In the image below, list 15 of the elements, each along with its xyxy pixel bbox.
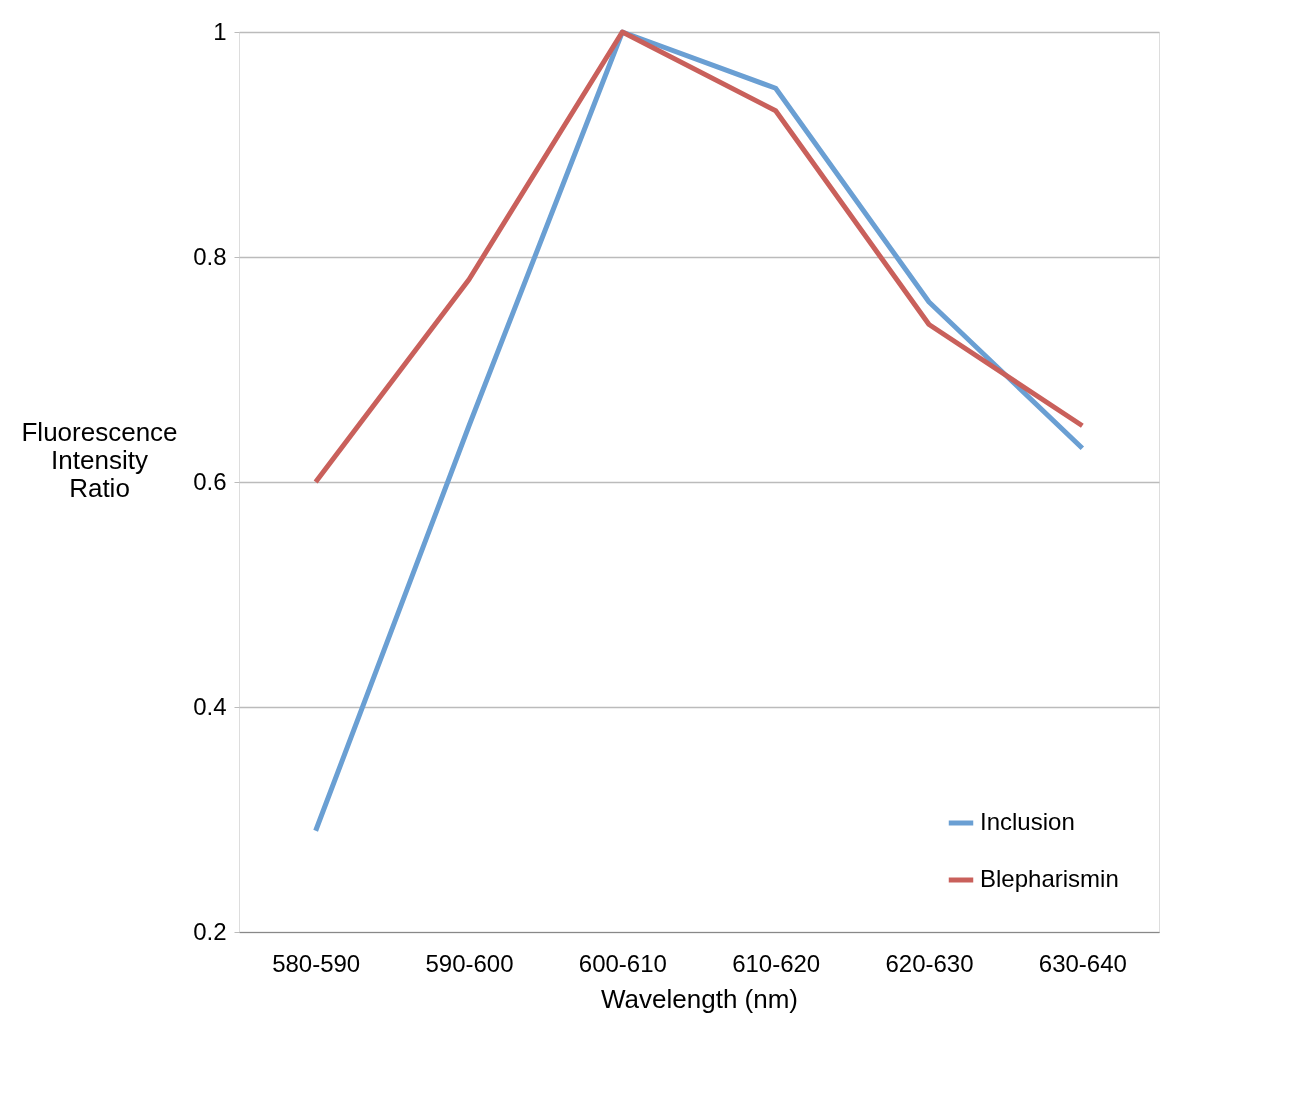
x-tick-label: 600-610 [578, 949, 667, 977]
legend-label: Blepharismin [980, 865, 1119, 892]
x-tick-label: 610-620 [732, 949, 821, 977]
x-tick-label: 620-630 [885, 949, 974, 977]
y-tick-label: 0.6 [193, 467, 227, 495]
x-tick-label: 590-600 [425, 949, 514, 977]
y-axis-title: Fluorescence Intensity Ratio [21, 416, 178, 503]
y-tick-label: 0.4 [193, 692, 227, 720]
y-tick-label: 0.8 [193, 242, 227, 270]
y-tick-label: 0.2 [193, 917, 227, 945]
x-tick-label: 630-640 [1038, 949, 1127, 977]
y-tick-label: 1 [213, 17, 227, 45]
legend-label: Inclusion [980, 808, 1075, 835]
x-axis-title: Wavelength (nm) [601, 983, 798, 1014]
x-tick-label: 580-590 [272, 949, 361, 977]
